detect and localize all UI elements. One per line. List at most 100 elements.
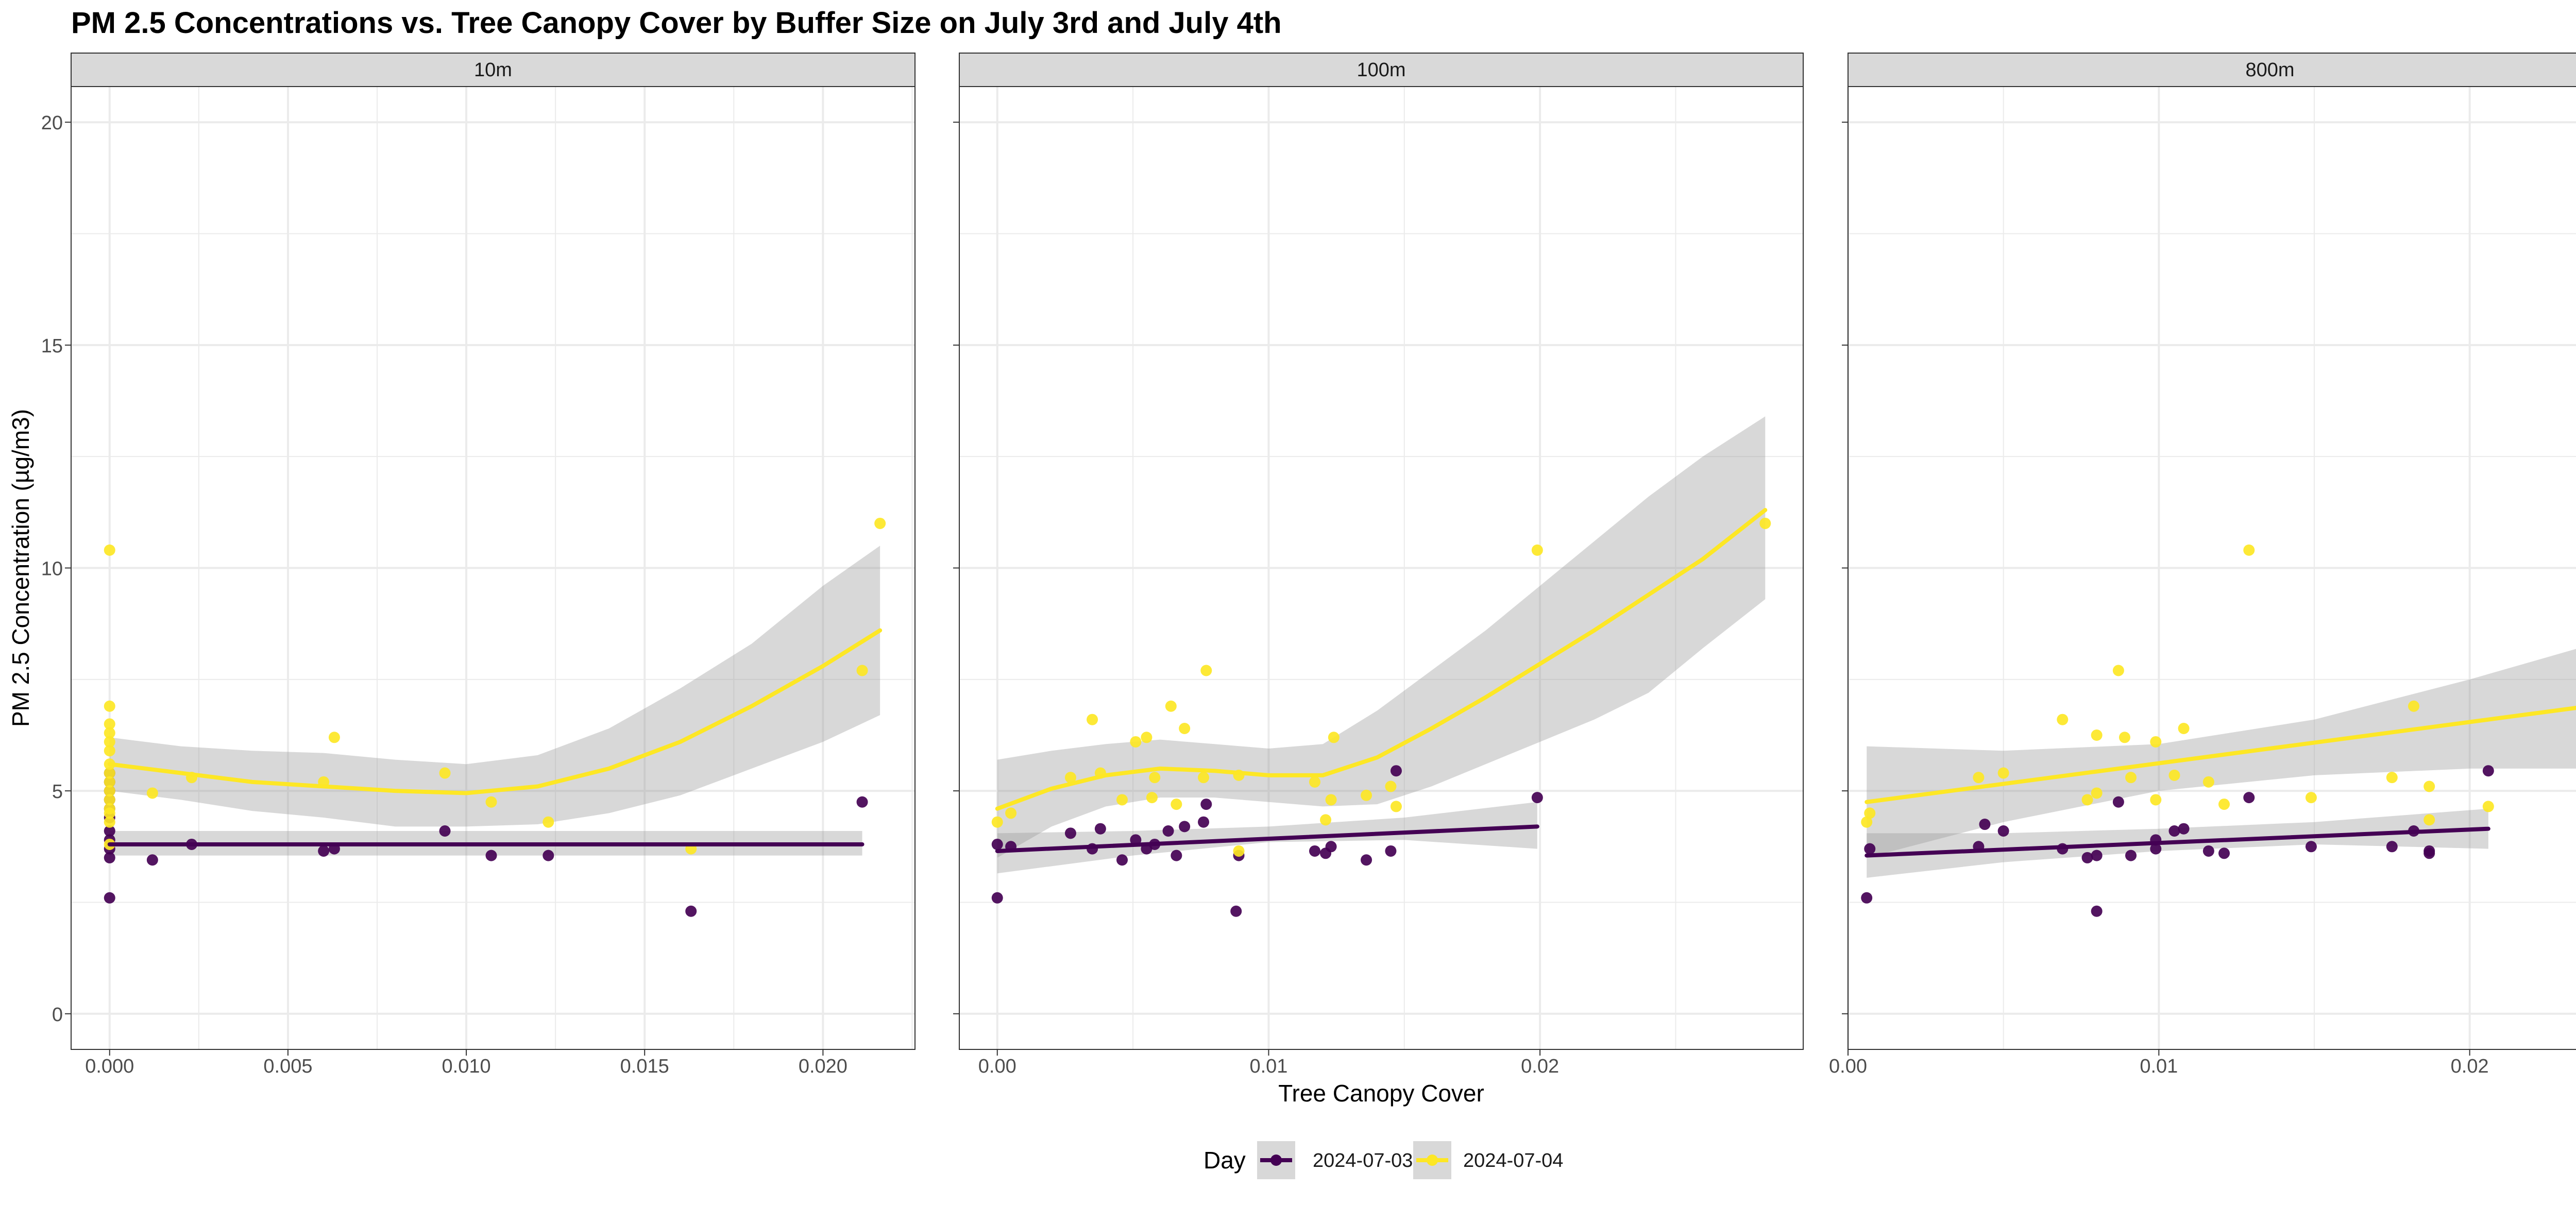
data-point <box>1864 807 1876 819</box>
data-point <box>2150 736 2162 748</box>
y-tick-label: 0 <box>52 1004 63 1026</box>
data-point <box>2386 841 2398 853</box>
data-point <box>2125 772 2137 784</box>
facet-strip-label: 10m <box>474 59 512 81</box>
x-tick-label: 0.00 <box>978 1056 1016 1077</box>
data-point <box>1861 816 1873 828</box>
x-tick-label: 0.010 <box>442 1056 491 1077</box>
data-point <box>104 700 115 712</box>
data-point <box>2178 823 2190 835</box>
data-point <box>2168 825 2180 837</box>
data-point <box>1064 772 1076 784</box>
data-point <box>2091 850 2103 861</box>
data-point <box>1094 823 1106 835</box>
facet-strip <box>1848 53 2576 87</box>
y-tick-label: 15 <box>41 335 63 357</box>
legend-label: 2024-07-04 <box>1463 1150 1563 1172</box>
data-point <box>104 785 115 797</box>
data-point <box>2178 723 2190 734</box>
data-point <box>1233 845 1245 857</box>
data-point <box>1230 905 1242 917</box>
data-point <box>2424 845 2435 857</box>
x-tick-label: 0.02 <box>1521 1056 1559 1077</box>
data-point <box>1087 714 1098 725</box>
trend-line <box>995 824 1539 853</box>
y-tick-label: 20 <box>41 112 63 134</box>
data-point <box>856 796 868 808</box>
data-point <box>1005 807 1017 819</box>
data-point <box>2305 841 2317 853</box>
data-point <box>1361 789 1372 801</box>
x-tick-label: 0.015 <box>620 1056 669 1077</box>
trend-line <box>1865 826 2490 858</box>
facet-strip-label: 100m <box>1357 59 1405 81</box>
data-point <box>1325 841 1337 853</box>
data-point <box>104 745 115 757</box>
data-point <box>104 852 115 863</box>
data-point <box>2243 792 2255 804</box>
data-point <box>1861 892 1873 904</box>
data-point <box>1328 732 1340 743</box>
data-point <box>1864 843 1876 855</box>
data-point <box>1064 827 1076 839</box>
x-tick-label: 0.00 <box>1829 1056 1867 1077</box>
y-axis-label: PM 2.5 Concentration (µg/m3) <box>7 409 34 727</box>
data-point <box>1198 816 1210 828</box>
data-point <box>543 816 554 828</box>
data-point <box>2305 792 2317 804</box>
data-point <box>146 854 158 866</box>
data-point <box>2091 729 2103 741</box>
data-point <box>1179 723 1191 734</box>
data-point <box>1309 845 1320 857</box>
data-point <box>485 796 497 808</box>
x-tick-label: 0.02 <box>2451 1056 2489 1077</box>
data-point <box>1130 736 1142 748</box>
x-tick-label: 0.005 <box>263 1056 312 1077</box>
data-point <box>991 816 1003 828</box>
data-point <box>2424 780 2435 792</box>
data-point <box>1973 772 1985 784</box>
data-point <box>104 892 115 904</box>
data-point <box>1116 854 1128 866</box>
data-point <box>1997 825 2009 837</box>
data-point <box>2482 765 2494 777</box>
data-point <box>2112 665 2124 676</box>
x-tick-label: 0.000 <box>85 1056 134 1077</box>
data-point <box>104 718 115 730</box>
trend-line <box>1865 706 2576 804</box>
legend-key-point <box>1270 1155 1282 1166</box>
data-point <box>2057 714 2069 725</box>
x-tick-label: 0.020 <box>799 1056 848 1077</box>
data-point <box>2408 700 2420 712</box>
legend-label: 2024-07-03 <box>1313 1150 1413 1172</box>
facet-strip <box>71 53 916 87</box>
data-point <box>104 736 115 748</box>
data-point <box>2091 787 2103 799</box>
trend-line <box>995 508 1768 811</box>
data-point <box>1531 544 1543 556</box>
confidence-band <box>109 546 880 827</box>
x-axis-label: Tree Canopy Cover <box>1278 1080 1484 1107</box>
data-point <box>1200 665 1212 676</box>
data-point <box>2218 799 2230 810</box>
data-point <box>2125 850 2137 861</box>
data-point <box>1171 799 1182 810</box>
data-point <box>874 517 886 529</box>
data-point <box>2081 794 2093 806</box>
data-point <box>1198 772 1210 784</box>
data-point <box>1320 814 1332 826</box>
chart-title: PM 2.5 Concentrations vs. Tree Canopy Co… <box>71 6 1282 40</box>
data-point <box>2218 847 2230 859</box>
data-point <box>856 665 868 676</box>
data-point <box>2119 732 2130 743</box>
data-point <box>1162 825 1174 837</box>
data-point <box>2243 544 2255 556</box>
data-point <box>2150 843 2162 855</box>
data-point <box>104 767 115 779</box>
trend-line <box>107 628 883 795</box>
data-point <box>1165 700 1177 712</box>
data-point <box>104 776 115 788</box>
data-point <box>685 905 697 917</box>
